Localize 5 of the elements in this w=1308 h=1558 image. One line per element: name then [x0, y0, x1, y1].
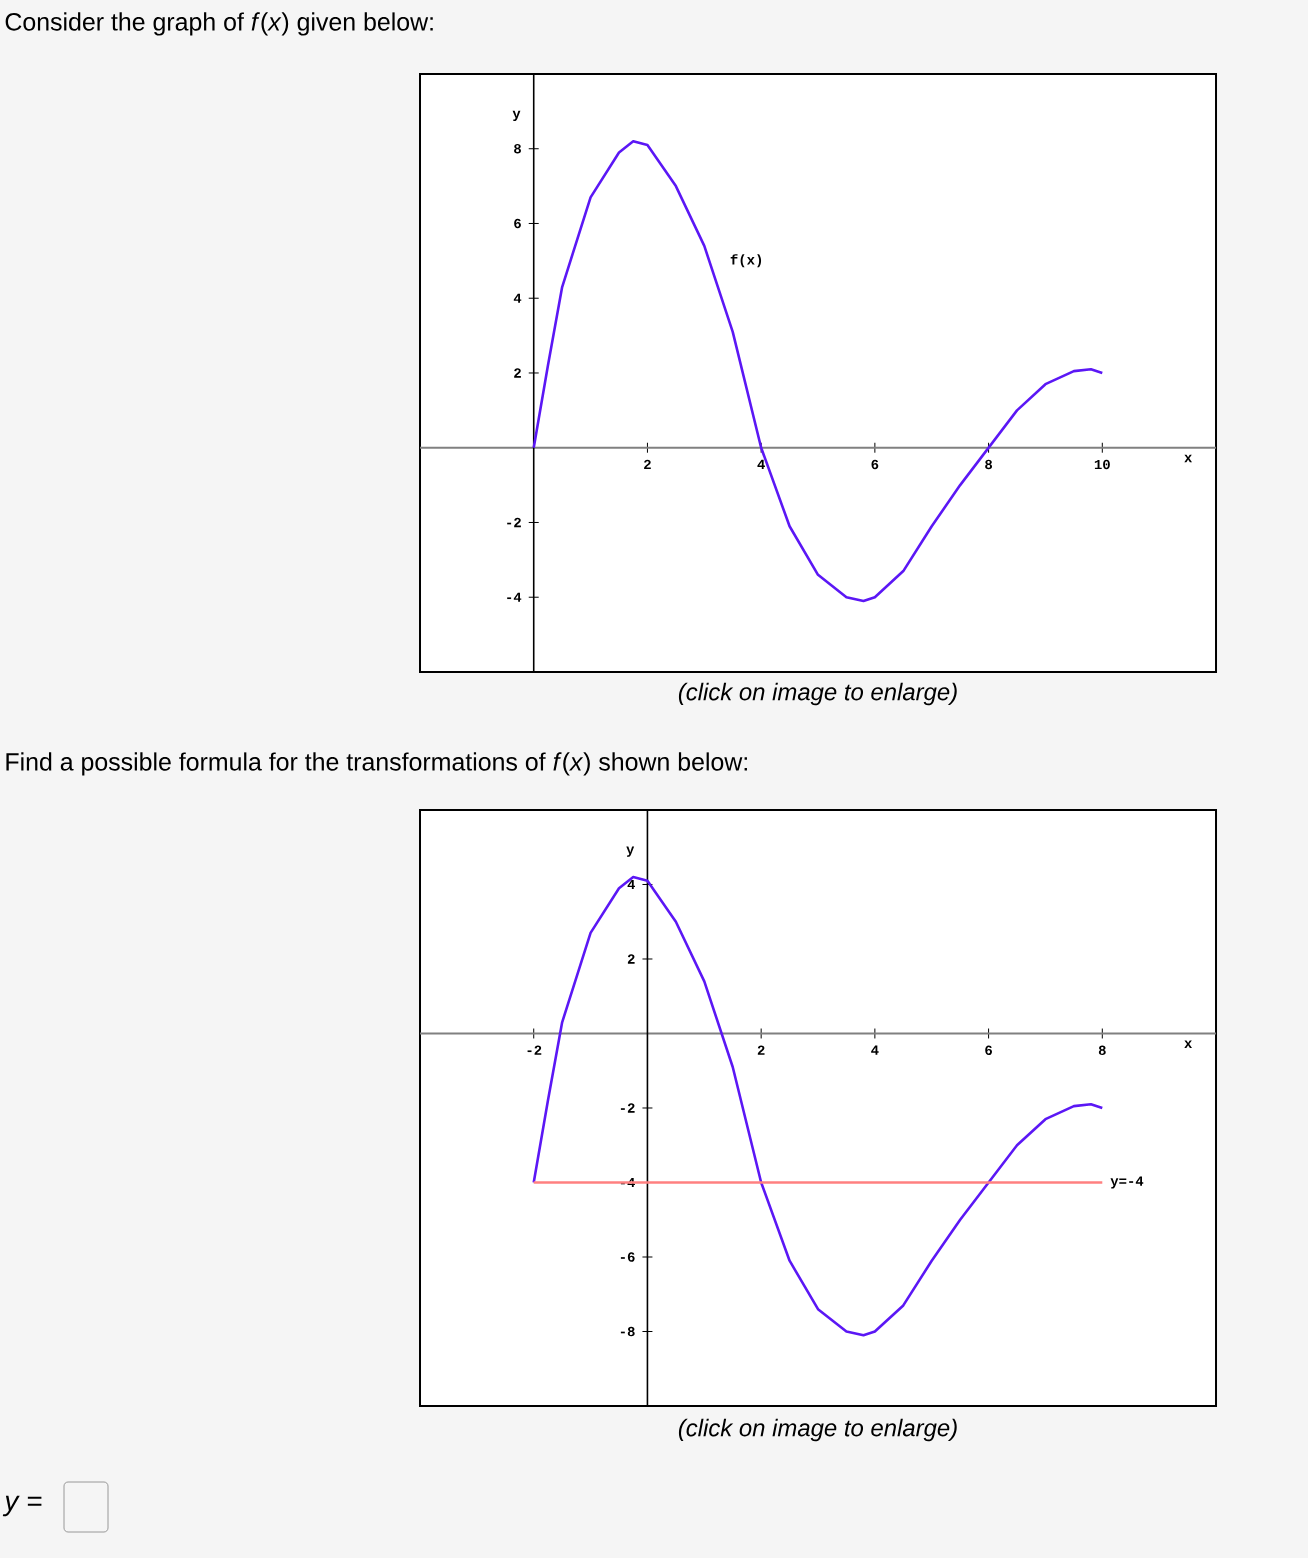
text: y =	[2, 1495, 42, 1517]
text: Consider the graph of f(x) given below:	[5, 12, 433, 36]
chart-title: Find a possible formula for the transformations of f(x) shown below:	[6, 752, 747, 776]
text: (click on image to enlarge)	[678, 682, 957, 706]
text: (click on image to enlarge)	[678, 1418, 957, 1442]
